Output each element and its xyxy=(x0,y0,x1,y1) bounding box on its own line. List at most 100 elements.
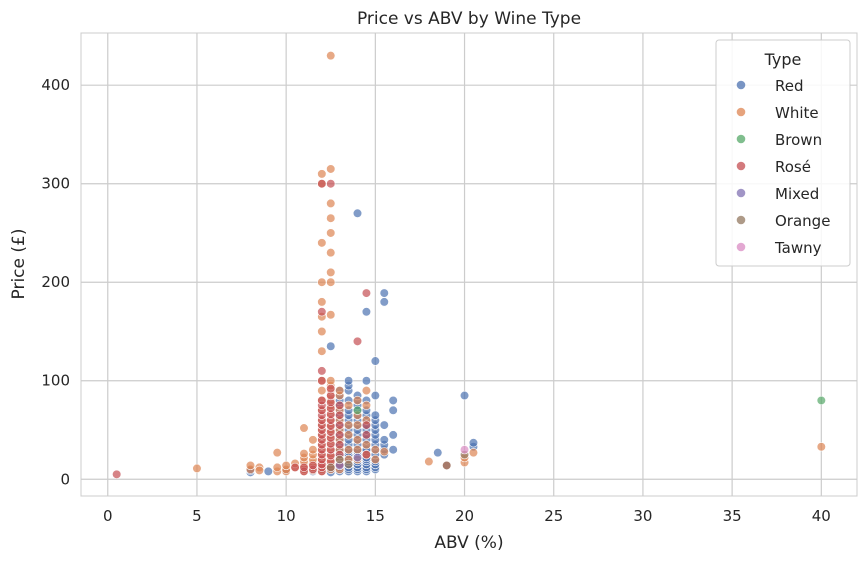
data-point xyxy=(317,385,327,396)
data-point xyxy=(424,456,434,467)
series-tawny xyxy=(459,445,470,455)
data-point xyxy=(370,390,380,401)
data-point xyxy=(272,462,282,473)
data-point xyxy=(290,462,300,473)
data-point xyxy=(352,420,363,430)
legend-title: Type xyxy=(764,50,802,69)
data-point xyxy=(112,469,122,479)
data-point xyxy=(272,448,282,458)
chart-title: Price vs ABV by Wine Type xyxy=(357,9,581,29)
data-point xyxy=(343,376,354,386)
data-point xyxy=(468,438,479,448)
data-point xyxy=(361,420,372,430)
series-brown xyxy=(352,395,826,415)
x-tick-label: 25 xyxy=(544,507,563,525)
data-point xyxy=(326,248,336,258)
data-point xyxy=(326,462,336,473)
x-tick-label: 30 xyxy=(633,507,652,525)
data-point xyxy=(317,297,327,307)
data-point xyxy=(352,405,363,415)
legend-marker xyxy=(736,107,746,117)
data-point xyxy=(361,376,372,386)
legend-marker xyxy=(736,188,746,198)
data-point xyxy=(352,452,363,463)
data-point xyxy=(335,440,345,450)
data-point xyxy=(343,459,354,470)
data-point xyxy=(370,454,380,465)
data-point xyxy=(317,366,327,376)
data-point xyxy=(335,430,345,440)
data-point xyxy=(326,228,336,238)
data-point xyxy=(361,288,372,298)
data-point xyxy=(468,448,479,458)
legend-marker xyxy=(736,161,746,171)
data-point xyxy=(245,460,256,471)
data-point xyxy=(361,450,372,460)
data-point xyxy=(343,430,354,440)
data-point xyxy=(388,405,398,415)
data-point xyxy=(317,238,327,248)
legend-items: Red White Brown Rosé Mixed Orange Tawny xyxy=(736,77,830,257)
data-point xyxy=(343,400,354,410)
data-point xyxy=(317,277,327,287)
legend-marker xyxy=(736,134,746,144)
x-tick-label: 0 xyxy=(103,507,113,525)
x-tick-label: 10 xyxy=(277,507,296,525)
y-tick-label: 300 xyxy=(41,175,70,193)
data-point xyxy=(388,445,398,455)
x-tick-label: 40 xyxy=(812,507,831,525)
legend-label: Tawny xyxy=(774,239,822,257)
data-point xyxy=(335,420,345,430)
data-point xyxy=(370,356,380,366)
legend-label: Mixed xyxy=(775,185,819,203)
data-point xyxy=(308,445,318,455)
legend-label: White xyxy=(775,104,819,122)
data-point xyxy=(335,454,345,465)
x-tick-label: 35 xyxy=(723,507,742,525)
y-tick-labels: 0 100 200 300 400 xyxy=(41,76,70,488)
data-point xyxy=(361,385,372,396)
data-point xyxy=(816,442,826,452)
data-point xyxy=(299,423,309,433)
data-point xyxy=(379,447,389,457)
data-point xyxy=(816,395,826,406)
data-point xyxy=(433,448,443,458)
data-point xyxy=(459,390,470,401)
x-tick-label: 5 xyxy=(192,507,202,525)
y-axis-label: Price (£) xyxy=(9,229,29,300)
data-point xyxy=(352,336,363,346)
data-point xyxy=(326,198,336,209)
data-point xyxy=(326,164,336,174)
data-point xyxy=(326,267,336,277)
data-points xyxy=(112,51,826,479)
data-point xyxy=(299,449,309,459)
y-tick-label: 100 xyxy=(41,372,70,390)
data-point xyxy=(317,179,327,189)
data-point xyxy=(308,460,318,471)
data-point xyxy=(379,297,389,307)
data-point xyxy=(343,445,354,455)
legend-label: Red xyxy=(775,77,804,95)
data-point xyxy=(263,466,273,476)
data-point xyxy=(335,410,345,420)
data-point xyxy=(388,395,398,406)
data-point xyxy=(326,376,336,386)
y-tick-label: 0 xyxy=(60,470,70,488)
legend-marker xyxy=(736,242,746,252)
data-point xyxy=(370,410,380,420)
data-point xyxy=(299,462,309,473)
data-point xyxy=(317,376,327,386)
data-point xyxy=(335,385,345,396)
data-point xyxy=(379,420,389,430)
y-tick-label: 200 xyxy=(41,273,70,291)
data-point xyxy=(192,463,202,474)
data-point xyxy=(335,400,345,410)
data-point xyxy=(379,435,389,445)
data-point xyxy=(388,430,398,440)
legend-marker xyxy=(736,80,746,90)
data-point xyxy=(317,395,327,406)
x-axis-label: ABV (%) xyxy=(434,533,503,553)
data-point xyxy=(326,310,336,320)
data-point xyxy=(326,341,336,351)
